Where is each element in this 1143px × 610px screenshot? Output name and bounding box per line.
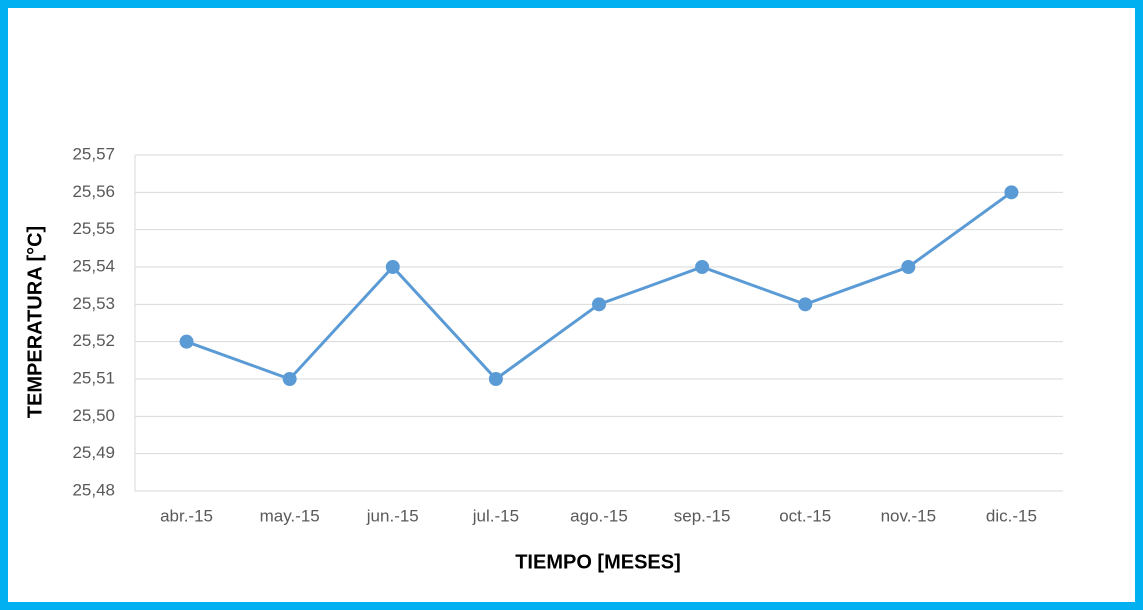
y-tick-label: 25,48 [72, 480, 115, 499]
x-tick-label: may.-15 [260, 506, 320, 525]
marker [798, 297, 813, 312]
x-tick-label: jun.-15 [366, 506, 419, 525]
marker [1004, 185, 1019, 200]
x-tick-label: abr.-15 [160, 506, 213, 525]
y-tick-label: 25,52 [72, 331, 115, 350]
marker [901, 260, 916, 274]
y-tick-label: 25,54 [72, 256, 115, 275]
marker [488, 372, 503, 386]
y-axis-title: TEMPERATURA [°C] [24, 226, 46, 418]
y-tick-label: 25,50 [72, 406, 115, 425]
y-tick-label: 25,51 [72, 368, 115, 387]
x-tick-label: dic.-15 [986, 506, 1037, 525]
y-tick-label: 25,57 [72, 144, 115, 163]
marker [179, 334, 194, 349]
x-tick-label: oct.-15 [779, 506, 831, 525]
marker [282, 372, 297, 386]
marker [385, 260, 400, 274]
y-tick-label: 25,49 [72, 443, 115, 462]
marker [695, 260, 710, 274]
x-tick-label: sep.-15 [674, 506, 731, 525]
y-tick-label: 25,55 [72, 219, 115, 238]
y-tick-label: 25,53 [72, 294, 115, 313]
x-tick-label: nov.-15 [881, 506, 936, 525]
x-tick-label: ago.-15 [570, 506, 628, 525]
x-axis-title: TIEMPO [MESES] [515, 551, 681, 573]
y-tick-label: 25,56 [72, 182, 115, 201]
marker [592, 297, 606, 312]
x-tick-label: jul.-15 [472, 506, 519, 525]
